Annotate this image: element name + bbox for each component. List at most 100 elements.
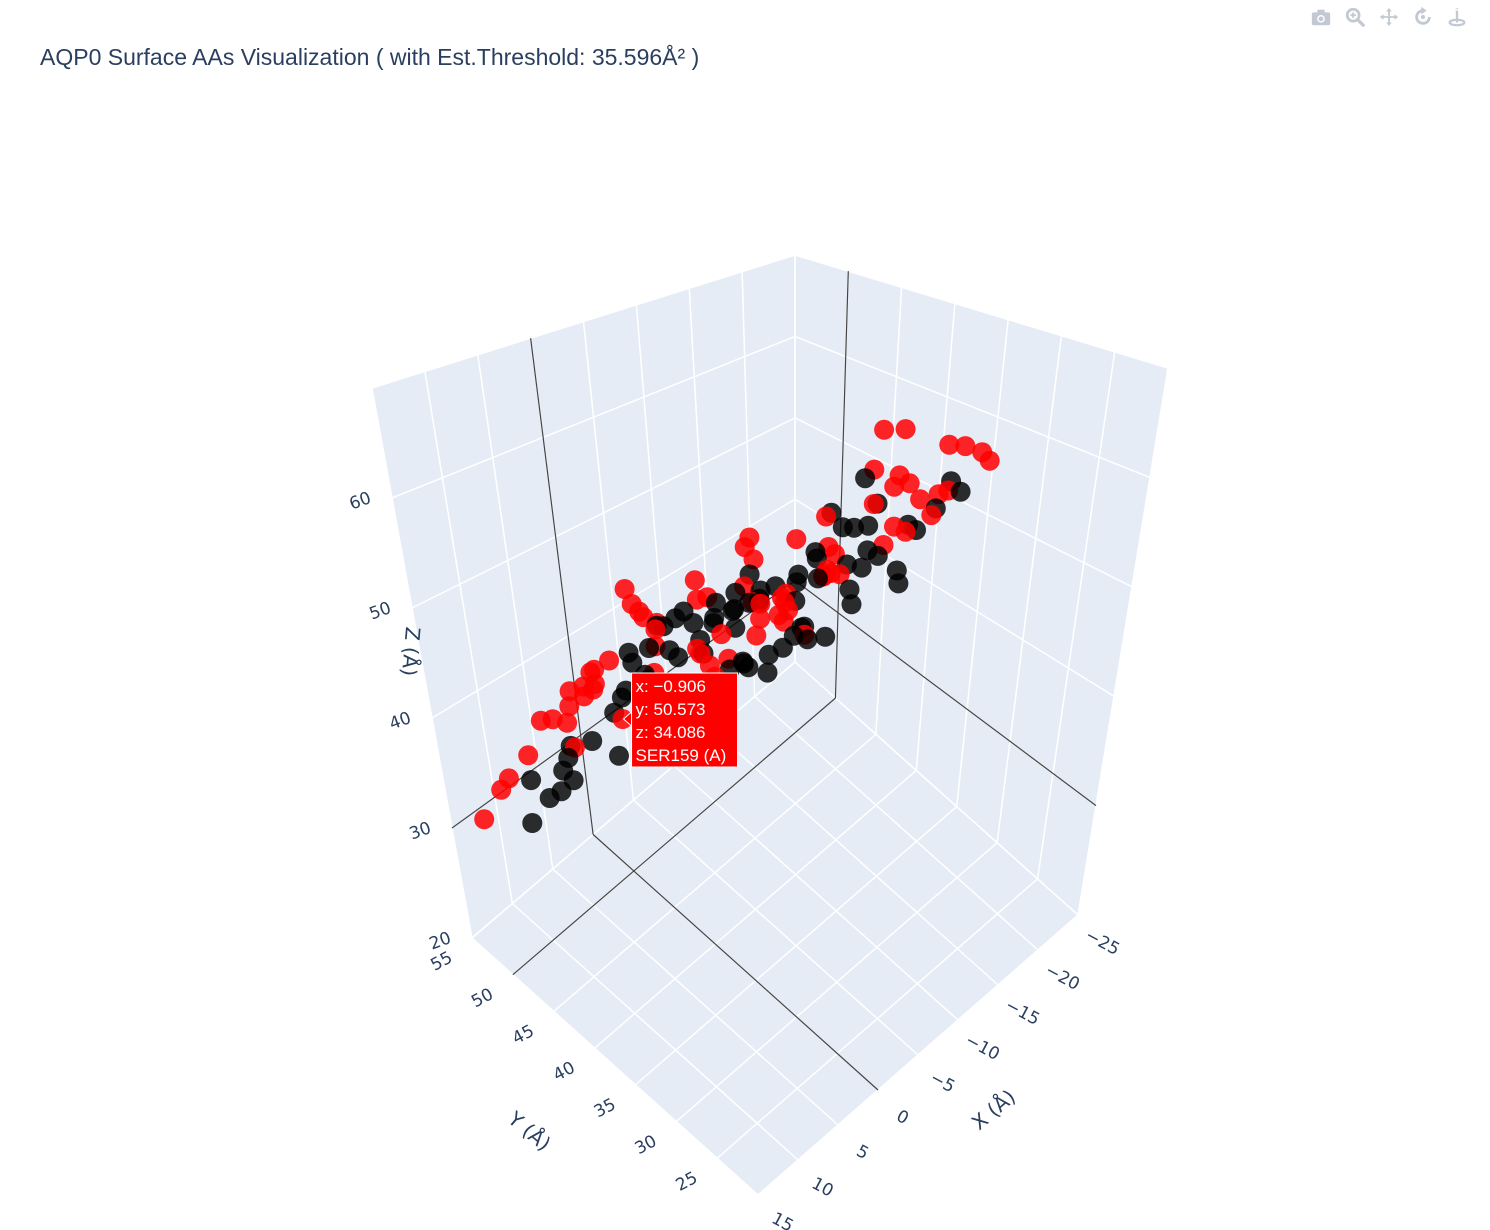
- surface-residue-point[interactable]: [612, 709, 633, 729]
- gridline-y: [1077, 367, 1169, 916]
- surface-residue-point[interactable]: [743, 549, 764, 570]
- buried-residue-point[interactable]: [807, 568, 828, 589]
- y-tick-label: 50: [468, 984, 496, 1012]
- tooltip-residue-label: SER159 (A): [636, 746, 727, 765]
- buried-residue-point[interactable]: [683, 613, 704, 633]
- surface-residue-point[interactable]: [684, 570, 705, 591]
- gridline-y: [1036, 351, 1116, 879]
- surface-residue-point[interactable]: [750, 593, 771, 614]
- surface-residue-point[interactable]: [686, 589, 707, 610]
- surface-residue-point[interactable]: [645, 619, 666, 640]
- surface-residue-point[interactable]: [746, 625, 767, 646]
- gridline-z: [411, 417, 796, 609]
- buried-residue-point[interactable]: [611, 687, 632, 708]
- gridline-y: [553, 733, 877, 1012]
- surface-residue-point[interactable]: [491, 779, 512, 800]
- gridline-z: [794, 417, 1133, 588]
- gridline-x: [673, 764, 959, 1021]
- buried-residue-point[interactable]: [950, 481, 971, 502]
- buried-residue-point[interactable]: [668, 647, 689, 668]
- surface-residue-point[interactable]: [750, 608, 771, 629]
- surface-residue-point[interactable]: [614, 579, 635, 599]
- y-tick-label: 45: [509, 1021, 537, 1049]
- scene-panes: [372, 255, 1168, 1195]
- x-tick-label: −10: [962, 1030, 1003, 1065]
- surface-residue-point[interactable]: [874, 419, 895, 440]
- surface-residue-point[interactable]: [899, 473, 920, 494]
- buried-residue-point[interactable]: [521, 770, 542, 791]
- buried-residue-point[interactable]: [705, 592, 726, 613]
- surface-residue-point[interactable]: [910, 489, 931, 510]
- surface-residue-point[interactable]: [474, 809, 495, 830]
- buried-residue-point[interactable]: [851, 557, 872, 578]
- buried-residue-point[interactable]: [797, 629, 818, 650]
- z-tick-label: 40: [387, 708, 414, 734]
- buried-residue-point[interactable]: [888, 573, 909, 594]
- surface-residue-point[interactable]: [921, 505, 942, 526]
- surface-residue-point[interactable]: [816, 506, 837, 527]
- turntable-icon[interactable]: z: [1444, 4, 1470, 30]
- buried-residue-point[interactable]: [839, 579, 860, 600]
- surface-residue-point[interactable]: [863, 494, 884, 514]
- buried-residue-point[interactable]: [639, 638, 659, 658]
- buried-residue-point[interactable]: [841, 594, 862, 615]
- x-tick-label: 10: [808, 1174, 836, 1202]
- surface-residue-point[interactable]: [979, 450, 1000, 471]
- surface-residue-point[interactable]: [530, 710, 551, 731]
- gridline-z: [794, 661, 1079, 916]
- z-tick-label: 50: [367, 598, 394, 624]
- surface-residue-point[interactable]: [786, 529, 807, 550]
- gridline-z: [794, 254, 1169, 369]
- buried-residue-point[interactable]: [815, 626, 836, 647]
- buried-residue-point[interactable]: [738, 657, 759, 678]
- pane-x-back: [795, 255, 1168, 915]
- buried-residue-point[interactable]: [757, 662, 778, 683]
- surface-residue-point[interactable]: [559, 696, 580, 717]
- buried-residue-point[interactable]: [522, 813, 543, 833]
- buried-residue-point[interactable]: [855, 468, 876, 489]
- buried-residue-point[interactable]: [867, 545, 888, 566]
- pan-icon[interactable]: [1376, 4, 1402, 30]
- buried-residue-point[interactable]: [722, 600, 743, 621]
- gridline-z: [431, 498, 796, 719]
- x-tick-label: 15: [768, 1209, 796, 1230]
- zeroline-y: [512, 697, 836, 976]
- surface-residue-point[interactable]: [599, 650, 620, 671]
- surface-residue-point[interactable]: [884, 476, 905, 497]
- zeroline-x: [592, 834, 879, 1091]
- surface-residue-point[interactable]: [895, 419, 916, 440]
- surface-residue-point[interactable]: [711, 624, 732, 645]
- gridline-z: [471, 661, 796, 939]
- buried-residue-point[interactable]: [622, 652, 643, 673]
- x-axis-title: X (Å): [967, 1085, 1020, 1135]
- surface-residue-point[interactable]: [773, 611, 794, 632]
- surface-residue-point[interactable]: [895, 521, 916, 542]
- gridline-x: [713, 730, 999, 986]
- surface-residue-point[interactable]: [939, 434, 960, 455]
- gridline-x: [511, 902, 799, 1161]
- gridline-x: [371, 387, 473, 939]
- gridline-z: [371, 254, 796, 389]
- orbit-rotation-icon[interactable]: [1410, 4, 1436, 30]
- buried-residue-point[interactable]: [609, 745, 629, 766]
- zoom-icon[interactable]: [1342, 4, 1368, 30]
- buried-residue-point[interactable]: [582, 731, 603, 751]
- camera-icon[interactable]: [1308, 4, 1334, 30]
- gridline-x: [471, 937, 759, 1196]
- hover-tooltip: x: −0.906 y: 50.573 z: 34.086 SER159 (A): [622, 672, 739, 768]
- gridline-x: [552, 868, 839, 1126]
- gridline-y: [996, 335, 1063, 843]
- surface-residue-point[interactable]: [557, 712, 578, 733]
- gridline-z: [794, 335, 1151, 479]
- surface-residue-point[interactable]: [518, 745, 539, 766]
- buried-residue-point[interactable]: [844, 517, 865, 538]
- gridline-y: [875, 287, 903, 735]
- x-tick-label: 0: [893, 1106, 912, 1129]
- buried-residue-point[interactable]: [758, 644, 779, 665]
- surface-residue-point[interactable]: [955, 436, 976, 457]
- surface-residue-point[interactable]: [574, 686, 594, 707]
- x-tick-label: −15: [1002, 995, 1043, 1030]
- surface-residue-point[interactable]: [829, 564, 850, 585]
- buried-residue-point[interactable]: [539, 788, 560, 808]
